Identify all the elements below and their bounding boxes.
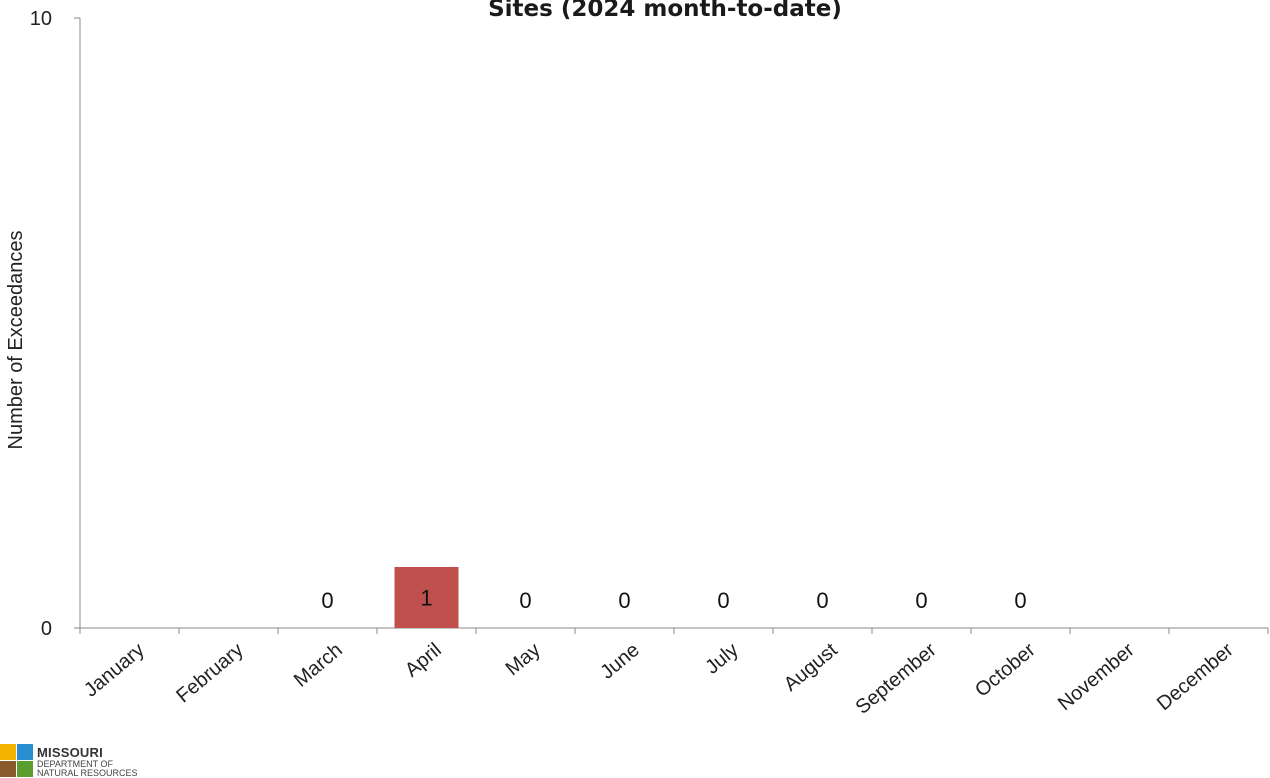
x-tick-label-october: October	[971, 639, 1040, 702]
x-tick-label-july: July	[701, 639, 742, 679]
x-tick-label-august: August	[780, 639, 842, 696]
x-tick-label-january: January	[80, 639, 149, 702]
y-tick-label: 0	[41, 618, 52, 640]
logo-line2: NATURAL RESOURCES	[37, 768, 138, 778]
missouri-dnr-logo: MISSOURI DEPARTMENT OF NATURAL RESOURCES	[0, 742, 200, 778]
data-label-october: 0	[1014, 588, 1026, 613]
bar-april	[394, 567, 459, 628]
sun-icon	[0, 744, 16, 760]
data-label-july: 0	[717, 588, 729, 613]
x-tick-label-june: June	[596, 639, 643, 684]
data-labels: 0 1 0 0 0 0 0 0	[321, 586, 1026, 614]
logo-name: MISSOURI	[37, 745, 103, 760]
x-tick-label-february: February	[172, 639, 247, 707]
data-label-may: 0	[519, 588, 531, 613]
axes	[74, 17, 1269, 634]
water-icon	[17, 744, 33, 760]
data-label-march: 0	[321, 588, 333, 613]
data-label-june: 0	[618, 588, 630, 613]
logo-line1: DEPARTMENT OF	[37, 759, 114, 769]
x-tick-label-april: April	[401, 639, 446, 682]
land-icon	[0, 761, 16, 777]
x-tick-label-december: December	[1153, 639, 1238, 715]
y-tick-label: 10	[30, 8, 52, 30]
y-axis-label: Number of Exceedances	[5, 230, 27, 449]
chart-title: Sites (2024 month-to-date)	[488, 0, 842, 22]
y-tick-labels: 0 10	[30, 8, 52, 640]
data-label-april: 1	[420, 586, 432, 611]
data-label-september: 0	[915, 588, 927, 613]
bars	[394, 567, 459, 628]
x-tick-label-november: November	[1054, 639, 1139, 715]
data-label-august: 0	[816, 588, 828, 613]
x-tick-labels: January February March April May June July Augu…	[80, 639, 1238, 719]
leaf-icon	[17, 761, 33, 777]
x-tick-label-may: May	[502, 639, 545, 680]
x-tick-label-march: March	[290, 639, 347, 692]
x-tick-label-september: September	[852, 639, 941, 719]
